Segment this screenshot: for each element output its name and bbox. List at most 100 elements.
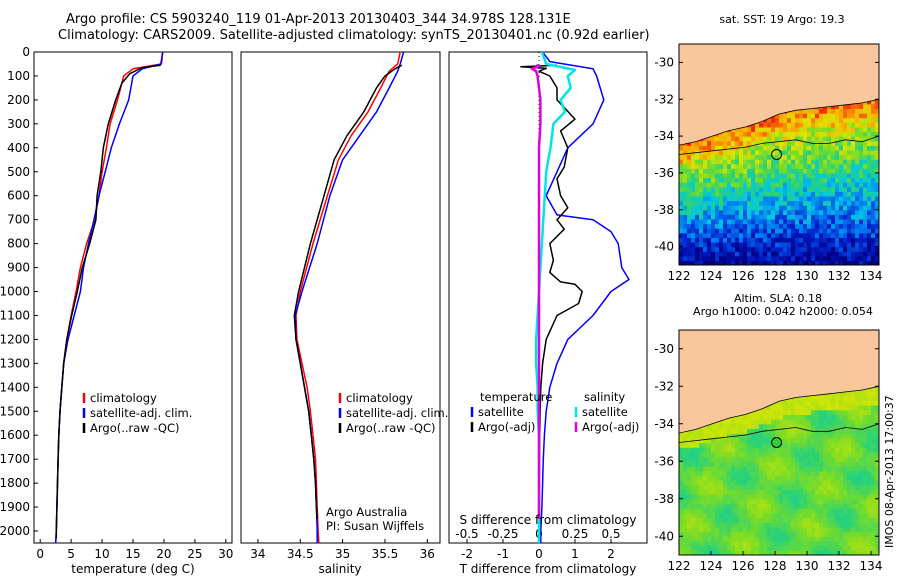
map-cell bbox=[691, 186, 696, 192]
map-cell bbox=[827, 228, 832, 234]
map-cell bbox=[799, 246, 804, 252]
map-cell bbox=[751, 255, 756, 261]
map-cell bbox=[847, 163, 852, 169]
map-cell bbox=[715, 255, 720, 261]
map-cell bbox=[819, 232, 824, 238]
map-cell bbox=[727, 237, 732, 243]
map-cell bbox=[799, 122, 804, 128]
map-cell bbox=[719, 163, 724, 169]
map-cell bbox=[803, 405, 808, 411]
map-cell bbox=[819, 484, 824, 490]
map-cell bbox=[811, 117, 816, 123]
annotation-pi: PI: Susan Wijffels bbox=[326, 519, 424, 533]
map-cell bbox=[707, 508, 712, 514]
map-cell bbox=[779, 409, 784, 415]
map-cell bbox=[791, 512, 796, 519]
map-cell bbox=[727, 241, 732, 248]
map-cell bbox=[779, 136, 784, 142]
map-cell bbox=[799, 522, 804, 528]
map-cell bbox=[855, 218, 860, 225]
map-cell bbox=[735, 246, 740, 252]
map-cell bbox=[859, 136, 864, 142]
map-cell bbox=[835, 409, 840, 415]
map-cell bbox=[787, 241, 792, 248]
map-cell bbox=[799, 531, 804, 537]
map-cell bbox=[819, 168, 824, 174]
map-cell bbox=[715, 428, 720, 434]
map-cell bbox=[723, 191, 728, 197]
map-cell bbox=[707, 168, 712, 174]
map-cell bbox=[819, 522, 824, 528]
map-cell bbox=[715, 451, 720, 458]
map-cell bbox=[791, 168, 796, 174]
map-cell bbox=[803, 200, 808, 206]
map-cell bbox=[807, 461, 812, 467]
map-cell bbox=[731, 223, 736, 229]
map-cell bbox=[851, 400, 856, 406]
map-cell bbox=[735, 168, 740, 174]
map-cell bbox=[775, 545, 780, 551]
map-cell bbox=[871, 494, 876, 500]
map-cell bbox=[831, 536, 836, 542]
map-cell bbox=[831, 195, 836, 202]
map-cell bbox=[683, 186, 688, 192]
depth-tick-label: 900 bbox=[7, 261, 30, 275]
map-cell bbox=[779, 475, 784, 481]
map-cell bbox=[787, 475, 792, 481]
map-cell bbox=[851, 163, 856, 169]
map-cell bbox=[727, 522, 732, 528]
map-cell bbox=[799, 428, 804, 434]
map-cell bbox=[723, 536, 728, 542]
map-cell bbox=[847, 395, 852, 401]
map-cell bbox=[703, 470, 708, 476]
map-cell bbox=[703, 214, 708, 220]
map-cell bbox=[767, 531, 772, 537]
map-cell bbox=[679, 168, 684, 174]
map-cell bbox=[811, 447, 816, 453]
map-cell bbox=[759, 526, 764, 533]
map-cell bbox=[683, 218, 688, 225]
map-cell bbox=[799, 260, 804, 265]
map-cell bbox=[779, 186, 784, 192]
map-cell bbox=[691, 475, 696, 481]
map-cell bbox=[783, 214, 788, 220]
map-cell bbox=[739, 498, 744, 505]
map-cell bbox=[867, 218, 872, 225]
map-cell bbox=[747, 255, 752, 261]
bathymetry-contour bbox=[679, 423, 879, 443]
s-difference-tick-label: -0.25 bbox=[487, 527, 518, 541]
map-cell bbox=[867, 498, 872, 505]
map-cell bbox=[819, 531, 824, 537]
map-cell bbox=[823, 461, 828, 467]
map-cell bbox=[747, 536, 752, 542]
map-cell bbox=[723, 260, 728, 265]
map-cell bbox=[843, 126, 848, 133]
map-cell bbox=[871, 522, 876, 528]
map-cell bbox=[831, 228, 836, 234]
map-cell bbox=[831, 108, 836, 114]
map-cell bbox=[871, 237, 876, 243]
map-cell bbox=[791, 260, 796, 265]
map-cell bbox=[683, 522, 688, 528]
map-cell bbox=[775, 470, 780, 476]
chart-title-line2: Climatology: CARS2009. Satellite-adjuste… bbox=[58, 28, 650, 43]
map-cell bbox=[687, 526, 692, 533]
map-cell bbox=[843, 108, 848, 114]
map-cell bbox=[687, 540, 692, 547]
map-cell bbox=[755, 195, 760, 202]
map-cell bbox=[743, 517, 748, 523]
map-cell bbox=[763, 423, 768, 430]
map-cell bbox=[855, 117, 860, 123]
map-cell bbox=[839, 414, 844, 420]
map-cell bbox=[847, 237, 852, 243]
map-cell bbox=[875, 405, 879, 411]
map-cell bbox=[735, 223, 740, 229]
map-cell bbox=[679, 437, 684, 444]
map-cell bbox=[691, 200, 696, 206]
map-cell bbox=[727, 456, 732, 462]
map-cell bbox=[859, 168, 864, 174]
map-cell bbox=[755, 545, 760, 551]
map-cell bbox=[707, 232, 712, 238]
map-cell bbox=[851, 414, 856, 420]
map-cell bbox=[823, 508, 828, 514]
